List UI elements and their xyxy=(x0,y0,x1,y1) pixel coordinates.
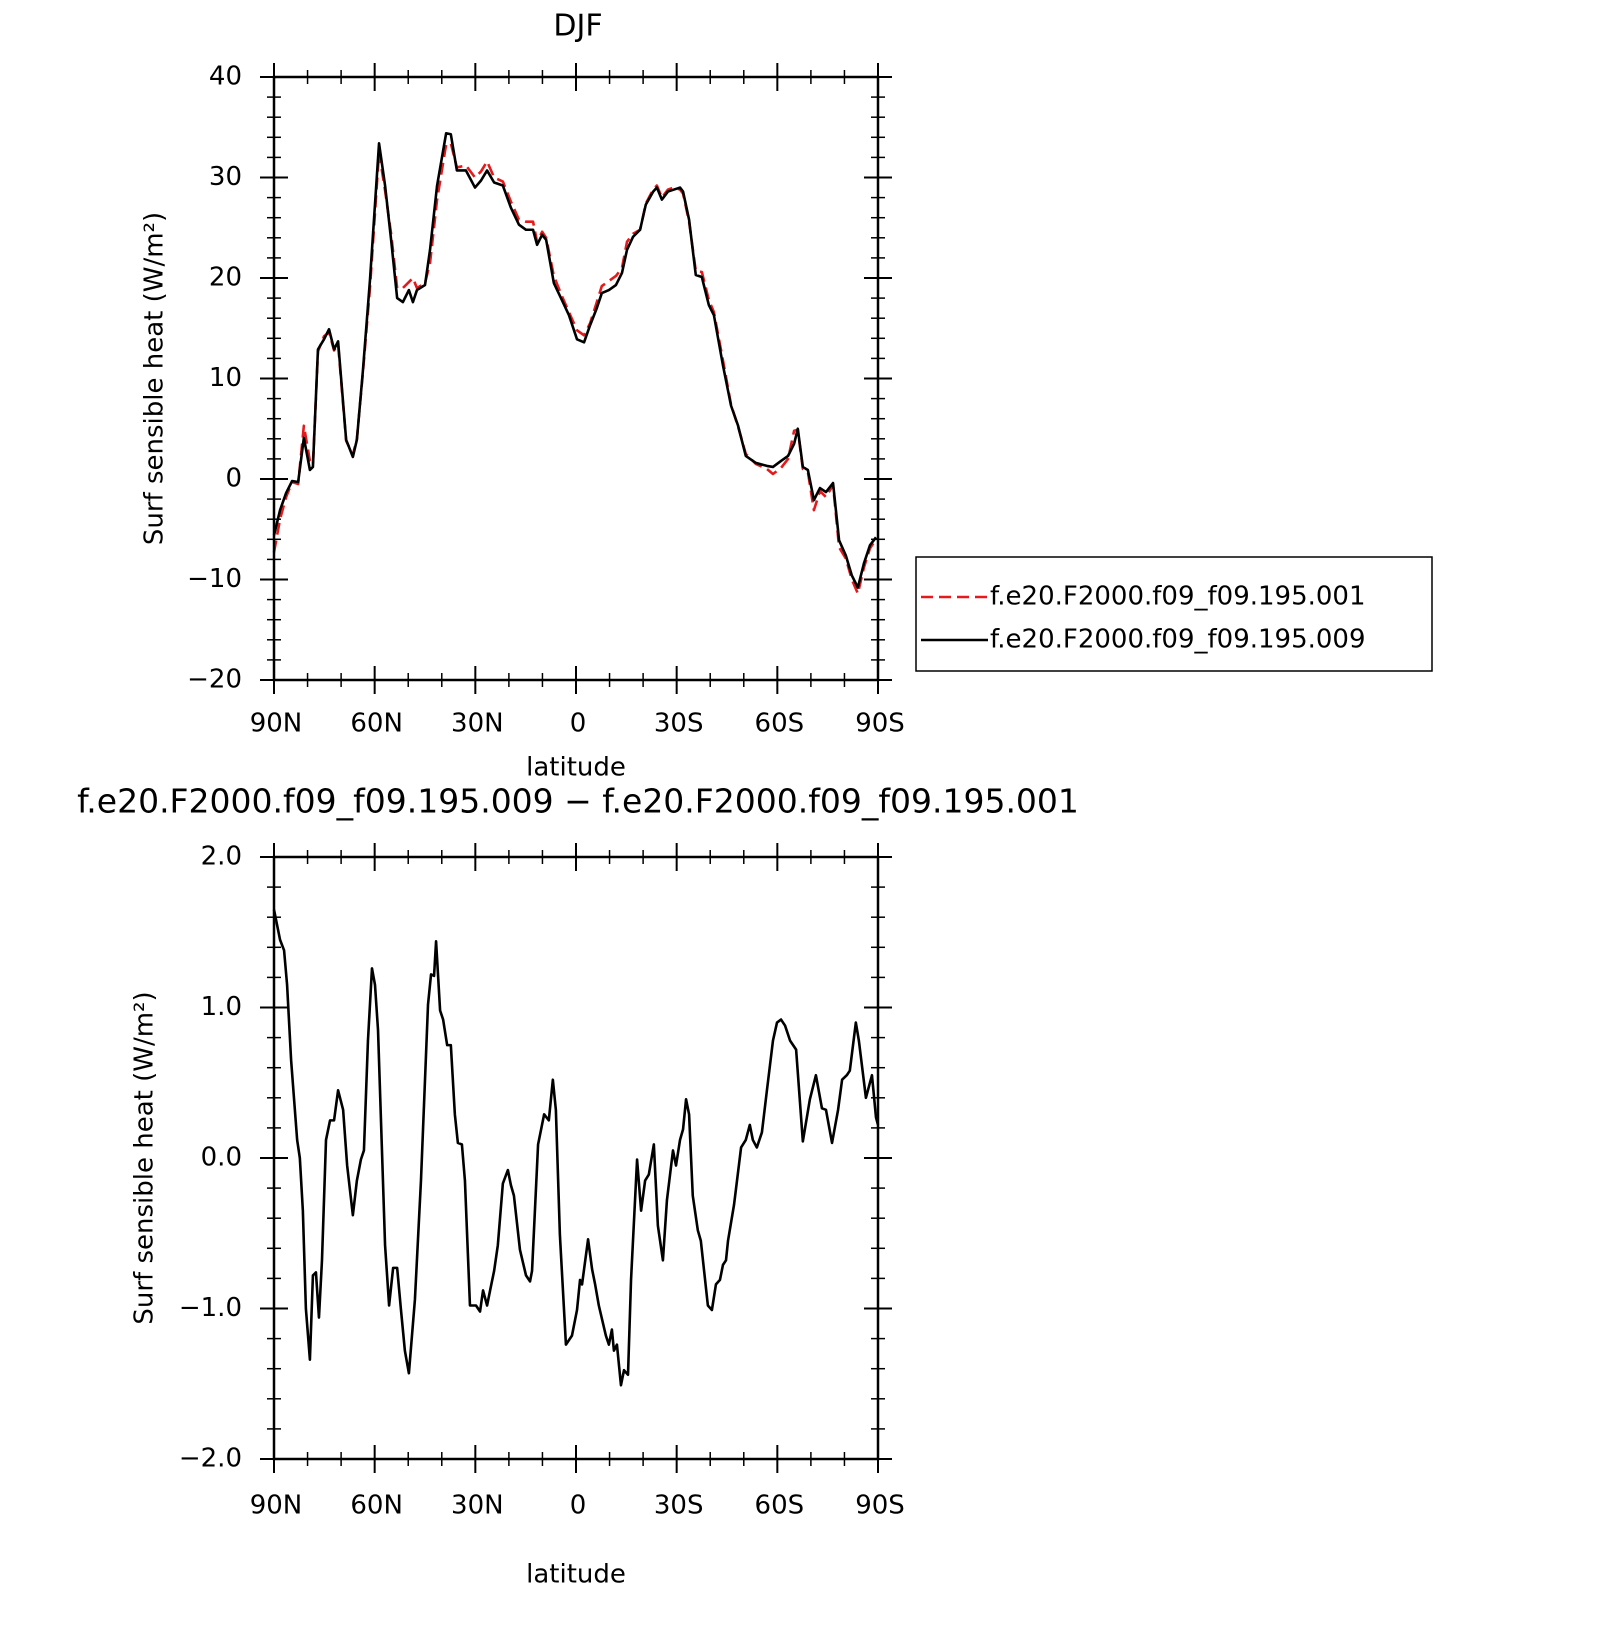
x-tick-label: 60S xyxy=(755,1491,805,1521)
x-tick-label: 90N xyxy=(250,709,303,739)
x-tick-label: 90N xyxy=(250,1491,303,1521)
y-tick-label: 2.0 xyxy=(201,842,242,872)
y-tick-label: 1.0 xyxy=(201,992,242,1022)
y-tick-label: −1.0 xyxy=(179,1293,242,1323)
plot-frame xyxy=(272,855,880,1461)
chart-title: DJF xyxy=(553,9,602,44)
x-tick-label: 0 xyxy=(570,709,587,739)
y-axis-label: Surf sensible heat (W/m²) xyxy=(140,212,170,545)
chart-title: f.e20.F2000.f09_f09.195.009 − f.e20.F200… xyxy=(77,782,1079,821)
y-tick-label: 0 xyxy=(225,464,242,494)
y-tick-label: −2.0 xyxy=(179,1444,242,1474)
x-tick-label: 30S xyxy=(654,709,704,739)
y-tick-label: −20 xyxy=(187,665,242,695)
x-tick-label: 60S xyxy=(755,709,805,739)
x-tick-label: 30N xyxy=(451,709,504,739)
x-tick-label: 30S xyxy=(654,1491,704,1521)
x-tick-label: 90S xyxy=(855,709,905,739)
y-tick-label: 10 xyxy=(209,363,242,393)
x-tick-label: 60N xyxy=(350,1491,403,1521)
y-tick-label: 0.0 xyxy=(201,1143,242,1173)
y-tick-label: 20 xyxy=(209,263,242,293)
y-tick-label: −10 xyxy=(187,564,242,594)
series-line xyxy=(272,131,878,589)
y-tick-label: 30 xyxy=(209,162,242,192)
x-tick-label: 60N xyxy=(350,709,403,739)
x-tick-label: 0 xyxy=(570,1491,587,1521)
y-axis-label: Surf sensible heat (W/m²) xyxy=(130,991,160,1324)
plot-frame xyxy=(272,75,880,682)
legend-label: f.e20.F2000.f09_f09.195.001 xyxy=(990,582,1366,612)
y-tick-label: 40 xyxy=(209,62,242,92)
x-tick-label: 30N xyxy=(451,1491,504,1521)
x-axis-label: latitude xyxy=(526,1560,626,1590)
series-line xyxy=(272,909,880,1387)
x-tick-label: 90S xyxy=(855,1491,905,1521)
x-axis-label: latitude xyxy=(526,753,626,783)
legend-label: f.e20.F2000.f09_f09.195.009 xyxy=(990,625,1366,655)
legend-box xyxy=(915,556,1433,672)
